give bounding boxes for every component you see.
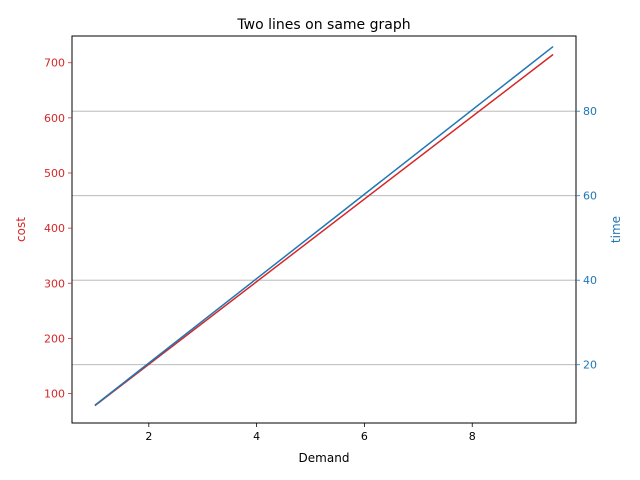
- y-left-tick-label-0: 100: [44, 388, 65, 401]
- y-left-tick-label-6: 700: [44, 57, 65, 70]
- series-line-left: [94, 53, 554, 407]
- y-left-tick-label-2: 300: [44, 277, 65, 290]
- x-axis-label: Demand: [299, 451, 350, 465]
- series-line-right: [94, 45, 554, 406]
- y-right-tick-label-2: 60: [583, 190, 597, 203]
- plot-frame: [71, 35, 577, 424]
- x-tick-label-1: 4: [253, 430, 260, 443]
- x-tick-label-3: 8: [469, 430, 476, 443]
- y-left-tick-label-3: 400: [44, 222, 65, 235]
- y-left-axis-label: cost: [14, 217, 28, 242]
- chart-title: Two lines on same graph: [236, 17, 410, 33]
- y-right-tick-label-1: 40: [583, 274, 597, 287]
- y-left-tick-label-4: 500: [44, 167, 65, 180]
- series-layer: [94, 45, 554, 407]
- y-right-tick-label-0: 20: [583, 359, 597, 372]
- axis-layer: 2 4 6 8 100 200 300 400 500 600 700 20 40 60 80: [44, 57, 597, 443]
- y-left-tick-label-5: 600: [44, 112, 65, 125]
- y-left-tick-label-1: 200: [44, 332, 65, 345]
- y-right-axis-label: time: [609, 216, 623, 243]
- y-right-tick-label-3: 80: [583, 105, 597, 118]
- x-tick-label-0: 2: [145, 430, 152, 443]
- grid-layer: [72, 110, 576, 366]
- x-tick-label-2: 6: [361, 430, 368, 443]
